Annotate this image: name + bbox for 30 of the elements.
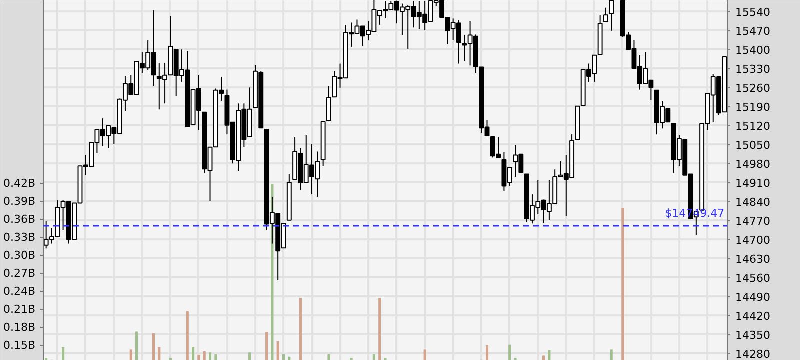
y-tick-label: 15470 (736, 24, 770, 38)
y-tick-label: 14840 (736, 196, 770, 209)
y-tick-label: 14910 (736, 176, 770, 190)
candlestick (603, 7, 608, 22)
y-tick-label: 15330 (736, 62, 770, 76)
y2-tick-label: 0.42B (3, 177, 36, 190)
y-tick-label: 14280 (736, 348, 770, 360)
y-tick-label: 14770 (736, 214, 770, 228)
y-tick-label: 15540 (736, 6, 770, 19)
y-tick-label: 15190 (736, 100, 770, 114)
y-tick-label: 15050 (736, 138, 770, 152)
y2-tick-label: 0.18B (3, 321, 36, 334)
y2-tick-label: 0.33B (3, 231, 36, 244)
y-tick-label: 14700 (736, 234, 770, 247)
y2-tick-label: 0.39B (3, 195, 36, 208)
y-tick-label: 14630 (736, 252, 770, 266)
y2-tick-label: 0.15B (3, 339, 36, 352)
y-tick-label: 14420 (736, 310, 770, 323)
y-tick-label: 15260 (736, 82, 770, 95)
y2-tick-label: 0.30B (3, 249, 36, 262)
y2-tick-label: 0.36B (3, 213, 36, 226)
y-tick-label: 14980 (736, 158, 770, 171)
y2-tick-label: 0.27B (3, 267, 36, 280)
y-tick-label: 14350 (736, 328, 770, 342)
y-tick-label: 14560 (736, 272, 770, 285)
y2-tick-label: 0.21B (3, 303, 36, 316)
y2-tick-label: 0.24B (3, 285, 36, 298)
y-tick-label: 15120 (736, 120, 770, 133)
y-tick-label: 15400 (736, 44, 770, 57)
y-tick-label: 14490 (736, 290, 770, 304)
